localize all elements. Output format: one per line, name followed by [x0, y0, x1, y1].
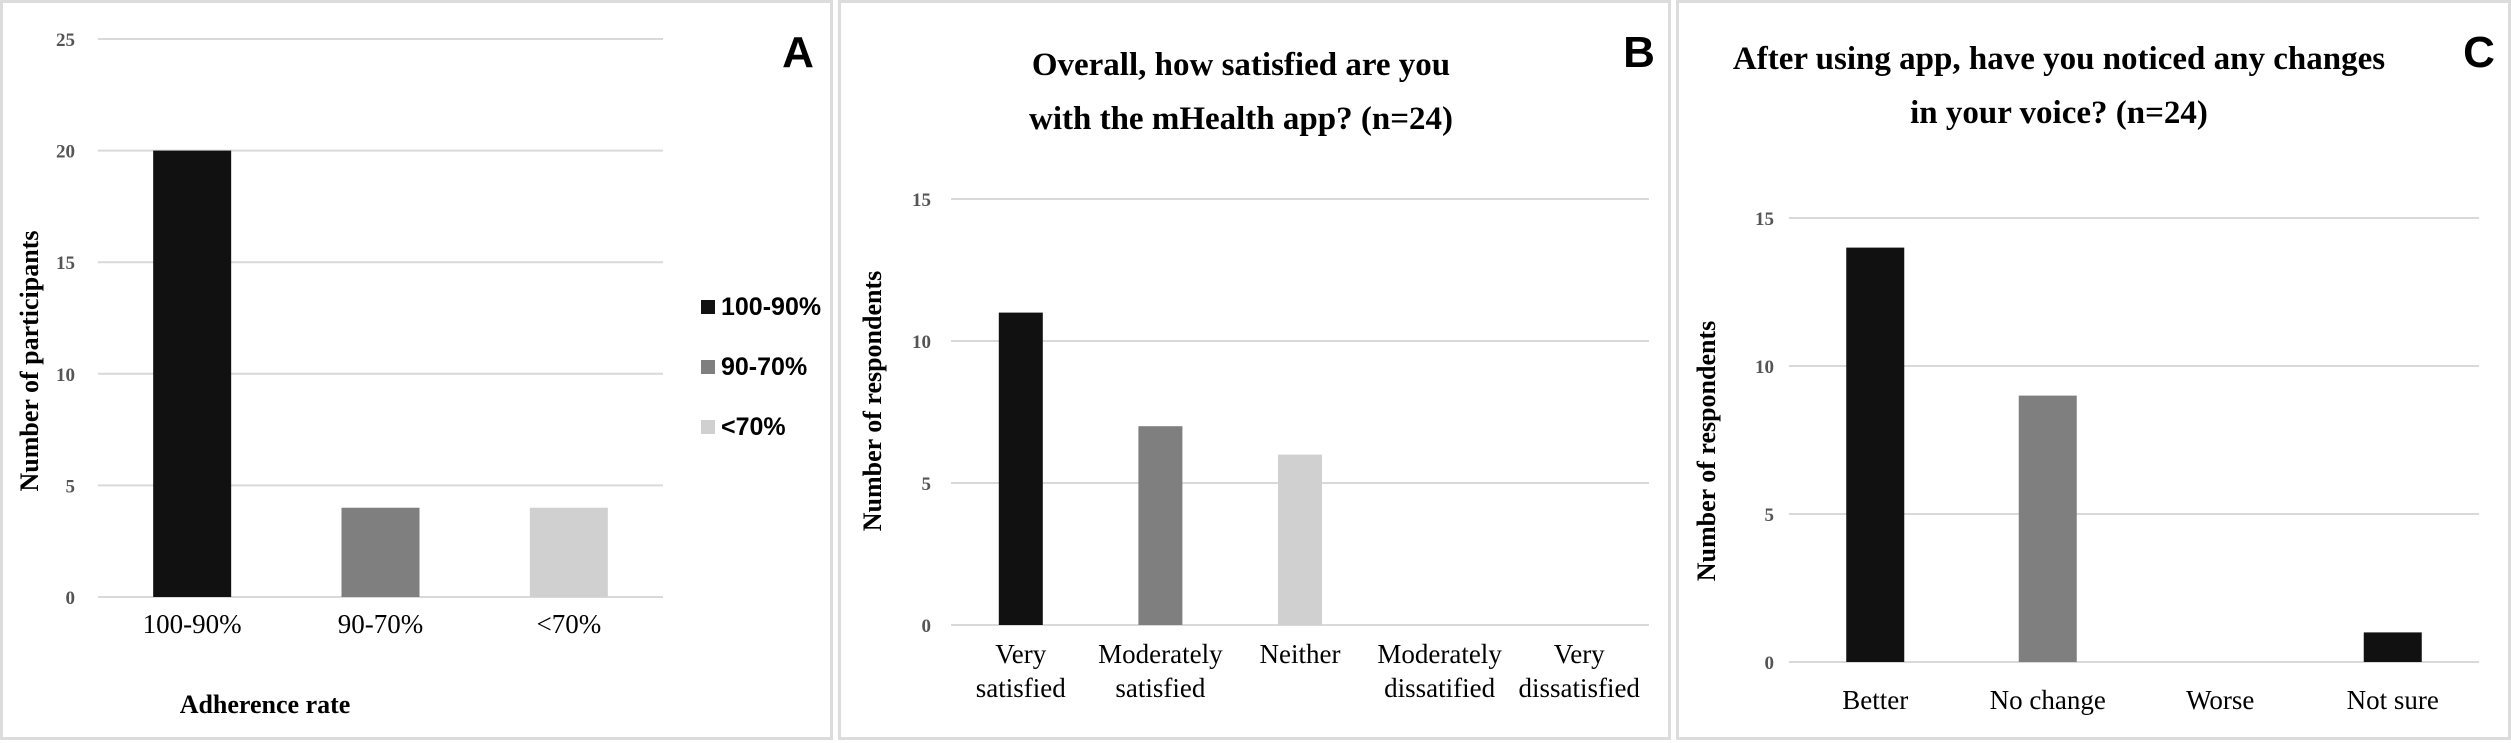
y-axis-label-c: Number of respondents [1692, 321, 1721, 582]
x-axis-label-a: Adherence rate [180, 690, 351, 719]
legend-swatch [701, 420, 715, 434]
x-tick-label-b: Neither [1260, 639, 1341, 669]
x-tick-label-b: dissatified [1384, 673, 1495, 703]
y-tick-label-b: 5 [922, 474, 932, 495]
y-tick-label-a: 5 [66, 476, 76, 497]
chart-a-svg: A 0 5 10 15 20 25 100-90% 90-70% <70% 100-90% 90-7… [15, 28, 821, 719]
bar-c [2018, 395, 2077, 662]
y-tick-label-b: 15 [912, 190, 931, 211]
y-tick-label-b: 0 [922, 616, 932, 637]
x-tick-label-a: <70% [536, 609, 601, 639]
panel-label-b: B [1623, 28, 1655, 77]
y-tick-label-b: 10 [912, 332, 931, 353]
y-axis-label-a: Number of participants [15, 231, 44, 492]
legend-swatch [701, 360, 715, 374]
x-tick-label-b: Very [995, 639, 1046, 669]
y-tick-label-c: 15 [1755, 209, 1774, 230]
y-tick-label-a: 20 [56, 142, 75, 163]
x-tick-label-a: 100-90% [143, 609, 242, 639]
x-tick-label-c: Not sure [2347, 685, 2439, 715]
chart-panel-a: A 0 5 10 15 20 25 100-90% 90-70% <70% 100-90% 90-7… [0, 0, 833, 740]
x-tick-label-b: Moderately [1377, 639, 1502, 669]
y-axis-label-b: Number of respondents [858, 271, 887, 532]
y-tick-label-c: 5 [1765, 505, 1775, 526]
x-tick-label-a: 90-70% [338, 609, 423, 639]
bar-b [1138, 426, 1183, 625]
panel-label-a: A [782, 28, 814, 77]
bar-a [153, 150, 232, 597]
legend-label: 100-90% [721, 293, 821, 321]
chart-title-c-line2: in your voice? (n=24) [1910, 95, 2208, 131]
legend-label: 90-70% [721, 353, 807, 381]
y-tick-label-a: 0 [66, 588, 76, 609]
x-tick-label-c: Better [1842, 685, 1908, 715]
legend-label: <70% [721, 413, 786, 441]
chart-panel-b: Overall, how satisfied are you with the … [838, 0, 1671, 740]
bar-a [341, 507, 420, 597]
x-tick-label-b: Very [1554, 639, 1605, 669]
chart-c-svg: After using app, have you noticed any ch… [1692, 28, 2495, 715]
chart-title-b-line2: with the mHealth app? (n=24) [1029, 101, 1453, 137]
chart-title-c-line1: After using app, have you noticed any ch… [1733, 41, 2385, 77]
panel-label-c: C [2463, 28, 2495, 77]
y-tick-label-c: 0 [1765, 653, 1775, 674]
x-tick-label-c: No change [1990, 685, 2106, 715]
chart-b-svg: Overall, how satisfied are you with the … [858, 28, 1655, 703]
x-tick-label-b: Moderately [1098, 639, 1223, 669]
bar-a [529, 507, 608, 597]
chart-panel-c: After using app, have you noticed any ch… [1676, 0, 2511, 740]
y-tick-label-c: 10 [1755, 357, 1774, 378]
bar-b [998, 312, 1043, 625]
x-tick-label-c: Worse [2186, 685, 2254, 715]
y-tick-label-a: 10 [56, 365, 75, 386]
x-tick-label-b: satisfied [976, 673, 1066, 703]
bar-c [1846, 247, 1905, 662]
bar-b [1278, 454, 1322, 625]
x-tick-label-b: satisfied [1115, 673, 1205, 703]
y-tick-label-a: 25 [56, 30, 75, 51]
chart-title-b-line1: Overall, how satisfied are you [1032, 47, 1450, 83]
y-tick-label-a: 15 [56, 253, 75, 274]
x-tick-label-b: dissatisfied [1518, 673, 1640, 703]
legend-swatch [701, 300, 715, 314]
bar-c [2363, 632, 2422, 662]
